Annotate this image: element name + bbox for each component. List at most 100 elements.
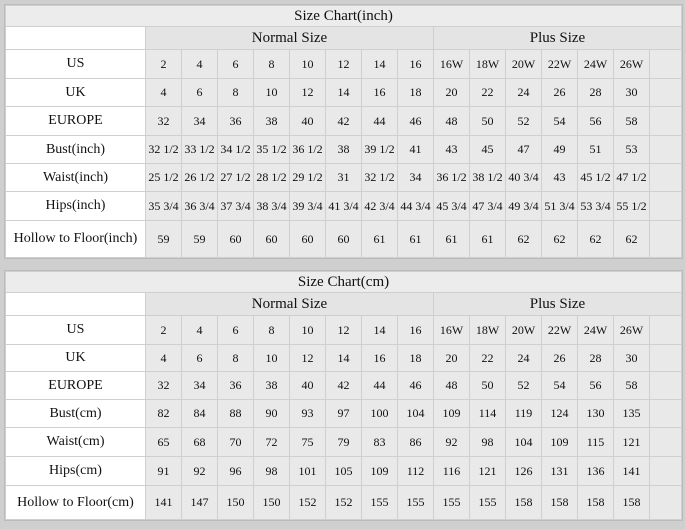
- empty-cell: [649, 315, 682, 345]
- size-cell: 86: [397, 427, 434, 457]
- size-cell: 50: [469, 371, 506, 400]
- size-cell: 42 3/4: [361, 191, 398, 221]
- size-cell: 70: [217, 427, 254, 457]
- size-cell: 152: [325, 485, 362, 520]
- row-label: Waist(inch): [5, 163, 146, 192]
- size-cell: 47 1/2: [613, 163, 650, 192]
- size-cell: 55 1/2: [613, 191, 650, 221]
- size-cell: 36 1/2: [289, 135, 326, 164]
- size-cell: 92: [181, 456, 218, 486]
- size-cell: 8: [217, 78, 254, 107]
- size-cell: 56: [577, 106, 614, 136]
- row-label: US: [5, 315, 146, 345]
- size-cell: 20: [433, 78, 470, 107]
- size-cell: 8: [217, 344, 254, 372]
- chart-title: Size Chart(inch): [5, 5, 682, 27]
- size-cell: 155: [469, 485, 506, 520]
- size-cell: 16: [397, 49, 434, 79]
- size-cell: 150: [217, 485, 254, 520]
- size-cell: 61: [397, 220, 434, 258]
- size-cell: 54: [541, 371, 578, 400]
- empty-cell: [649, 135, 682, 164]
- size-cell: 24W: [577, 49, 614, 79]
- size-cell: 30: [613, 344, 650, 372]
- size-cell: 58: [613, 106, 650, 136]
- size-cell: 40: [289, 106, 326, 136]
- row-label: Bust(inch): [5, 135, 146, 164]
- size-cell: 97: [325, 399, 362, 428]
- size-cell: 59: [145, 220, 182, 258]
- empty-cell: [649, 456, 682, 486]
- empty-cell: [649, 344, 682, 372]
- size-cell: 52: [505, 106, 542, 136]
- size-cell: 32 1/2: [145, 135, 182, 164]
- size-cell: 36: [217, 106, 254, 136]
- size-cell: 38: [253, 106, 290, 136]
- size-cell: 116: [433, 456, 470, 486]
- size-cell: 79: [325, 427, 362, 457]
- size-cell: 92: [433, 427, 470, 457]
- size-cell: 4: [181, 315, 218, 345]
- size-cell: 47 3/4: [469, 191, 506, 221]
- size-cell: 83: [361, 427, 398, 457]
- size-cell: 44: [361, 106, 398, 136]
- size-cell: 20: [433, 344, 470, 372]
- size-cell: 37 3/4: [217, 191, 254, 221]
- size-cell: 109: [541, 427, 578, 457]
- size-cell: 35 3/4: [145, 191, 182, 221]
- row-label: US: [5, 49, 146, 79]
- table-row: Waist(inch) 25 1/2 26 1/2 27 1/2 28 1/2 29 1/…: [5, 163, 682, 192]
- size-cell: 90: [253, 399, 290, 428]
- size-cell: 152: [289, 485, 326, 520]
- empty-cell: [649, 106, 682, 136]
- table-row: Hollow to Floor(inch) 59 59 60 60 60 60 61 61 61 6…: [5, 220, 682, 258]
- size-cell: 24W: [577, 315, 614, 345]
- size-cell: 60: [325, 220, 362, 258]
- size-cell: 155: [433, 485, 470, 520]
- size-cell: 8: [253, 49, 290, 79]
- empty-cell: [649, 49, 682, 79]
- size-cell: 155: [361, 485, 398, 520]
- size-cell: 65: [145, 427, 182, 457]
- size-cell: 45 1/2: [577, 163, 614, 192]
- size-cell: 22: [469, 344, 506, 372]
- table-row: US 2 4 6 8 10 12 14 16 16W 18W 20W 22W 24W 26W: [5, 315, 682, 345]
- chart-title: Size Chart(cm): [5, 271, 682, 293]
- size-cell: 20W: [505, 315, 542, 345]
- size-cell: 50: [469, 106, 506, 136]
- size-cell: 56: [577, 371, 614, 400]
- size-cell: 18: [397, 78, 434, 107]
- size-cell: 20W: [505, 49, 542, 79]
- table-row: US 2 4 6 8 10 12 14 16 16W 18W 20W 22W 24W 26W: [5, 49, 682, 79]
- empty-cell: [649, 485, 682, 520]
- size-cell: 41: [397, 135, 434, 164]
- size-cell: 42: [325, 106, 362, 136]
- size-cell: 32 1/2: [361, 163, 398, 192]
- size-cell: 109: [361, 456, 398, 486]
- size-cell: 34 1/2: [217, 135, 254, 164]
- size-cell: 34: [397, 163, 434, 192]
- size-cell: 147: [181, 485, 218, 520]
- size-cell: 16W: [433, 49, 470, 79]
- size-cell: 155: [397, 485, 434, 520]
- size-cell: 88: [217, 399, 254, 428]
- size-cell: 115: [577, 427, 614, 457]
- size-cell: 34: [181, 371, 218, 400]
- size-cell: 124: [541, 399, 578, 428]
- size-cell: 26W: [613, 315, 650, 345]
- size-cell: 16W: [433, 315, 470, 345]
- row-label: Bust(cm): [5, 399, 146, 428]
- size-cell: 27 1/2: [217, 163, 254, 192]
- size-cell: 52: [505, 371, 542, 400]
- group-header-plus: Plus Size: [433, 292, 682, 316]
- size-cell: 49 3/4: [505, 191, 542, 221]
- size-cell: 22W: [541, 315, 578, 345]
- size-cell: 33 1/2: [181, 135, 218, 164]
- size-cell: 24: [505, 78, 542, 107]
- row-label: Hollow to Floor(cm): [5, 485, 146, 520]
- size-cell: 126: [505, 456, 542, 486]
- size-cell: 60: [289, 220, 326, 258]
- size-cell: 22W: [541, 49, 578, 79]
- size-cell: 41 3/4: [325, 191, 362, 221]
- size-cell: 6: [217, 315, 254, 345]
